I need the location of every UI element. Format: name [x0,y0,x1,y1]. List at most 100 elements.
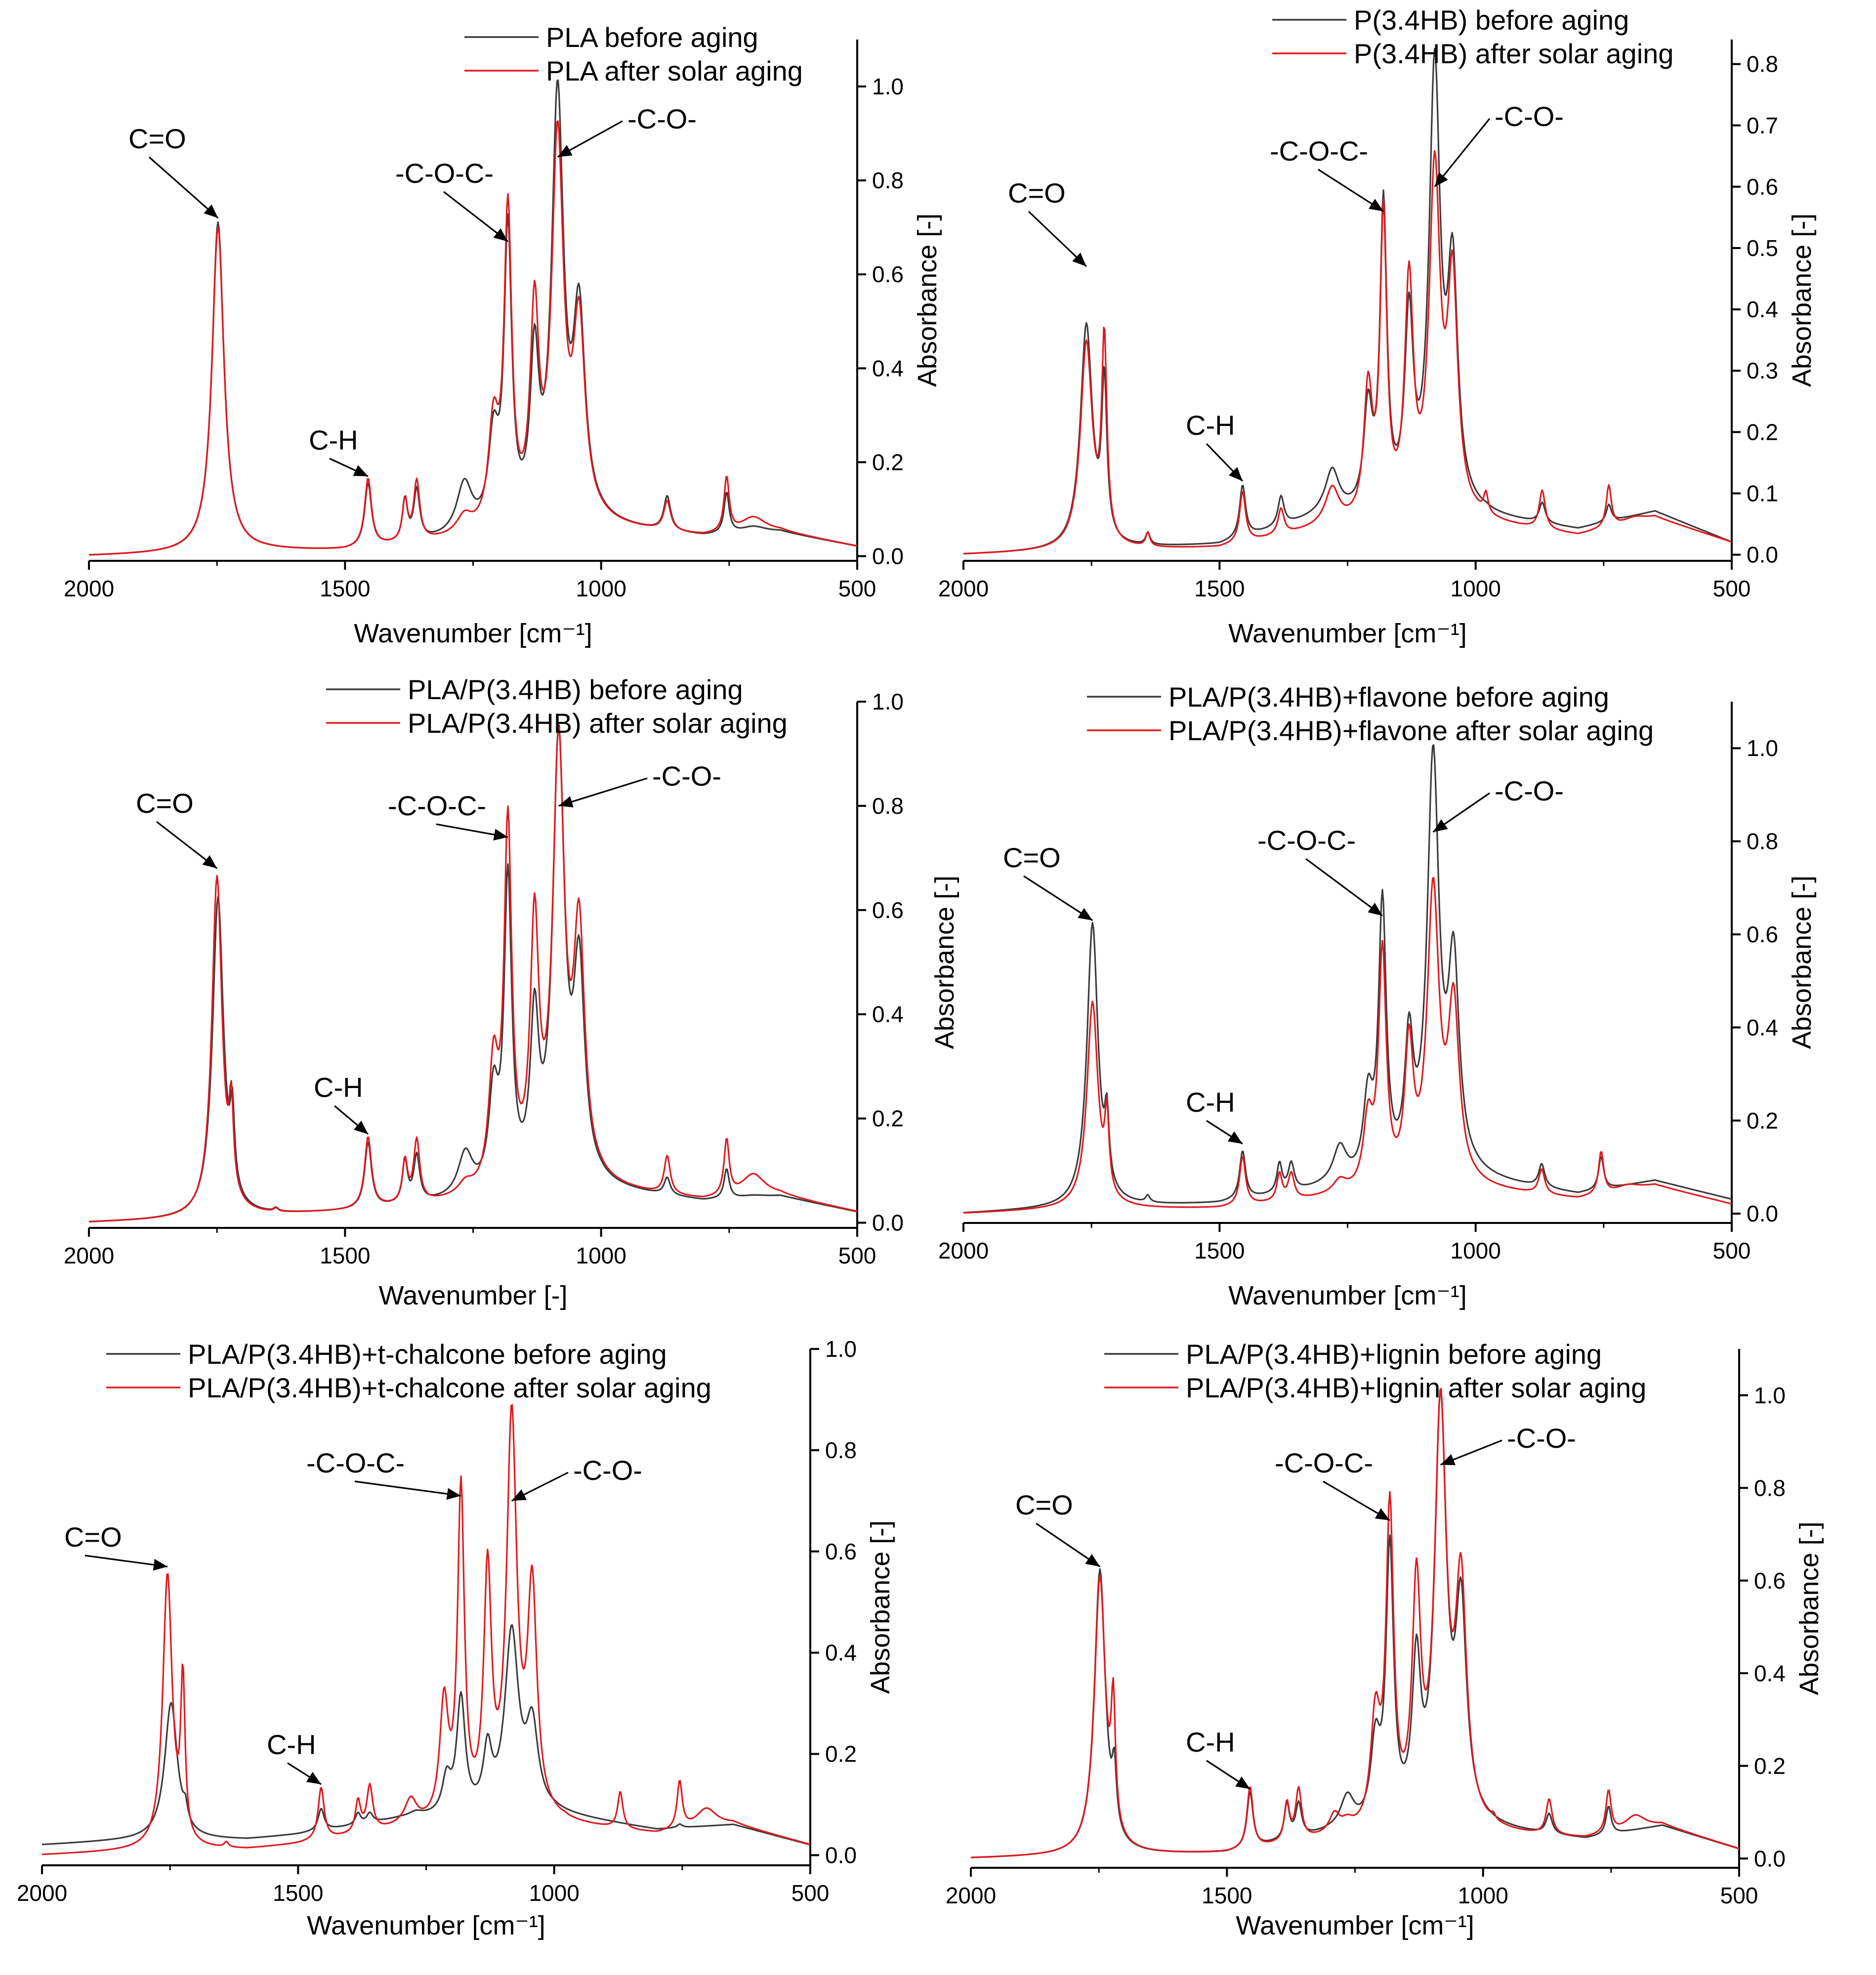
legend-label-before: PLA/P(3.4HB)+lignin before aging [1186,1339,1602,1370]
x-tick-label: 500 [1713,1238,1751,1263]
y-tick-label: 0.8 [872,168,904,193]
y-tick-label: 1.0 [1747,735,1778,761]
annotation-arrow-line [1434,118,1491,187]
y-tick-label: 0.8 [1747,51,1778,77]
series-after-aging-line [42,1404,811,1855]
x-tick-label: 1000 [529,1880,579,1906]
series-before-aging-line [963,744,1732,1214]
x-tick-label: 2000 [938,1238,989,1263]
y-axis-title: Absorbance [-] [1787,213,1817,387]
peak-label: C-H [309,424,358,456]
annotation-arrow-head [1227,1131,1243,1144]
peak-label: -C-O-C- [395,158,494,189]
annotation-arrow-head [511,1489,527,1501]
x-tick-label: 1500 [273,1880,323,1906]
y-tick-label: 0.6 [1747,922,1778,947]
annotation-arrow-head [202,855,217,869]
annotation-arrow-line [148,156,219,219]
annotation-arrow-head [1078,908,1093,921]
x-tick-label: 2000 [938,576,989,601]
y-tick-label: 0.2 [872,1106,904,1132]
peak-label: C-H [1186,410,1235,441]
legend-label-before: PLA before aging [546,22,758,53]
y-axis-title-left: Absorbance [-] [930,876,959,1049]
x-axis-title: Wavenumber [cm⁻¹] [1228,1281,1467,1310]
y-tick-label: 0.8 [1754,1475,1786,1501]
peak-label: C-H [267,1729,316,1760]
y-tick-label: 0.4 [1754,1660,1786,1686]
y-tick-label: 0.4 [1747,1014,1778,1040]
peak-label: -C-O-C- [1270,135,1368,167]
annotation-arrow-head [558,796,574,808]
peak-label: -C-O-C- [388,790,486,821]
y-tick-label: 1.0 [825,1336,857,1362]
series-after-aging-line [963,150,1732,555]
peak-label: C=O [1003,842,1061,873]
x-tick-label: 500 [838,1243,876,1268]
x-tick-label: 1000 [1450,1238,1501,1263]
y-tick-label: 0.5 [1747,235,1778,261]
annotation-arrow-head [493,228,508,242]
legend-label-before: PLA/P(3.4HB) before aging [408,674,743,705]
annotation-arrow-head [1085,1554,1100,1567]
peak-label: C=O [128,123,186,154]
x-tick-label: 2000 [64,576,114,601]
y-tick-label: 0.2 [1754,1753,1786,1779]
y-axis-title: Absorbance [-] [1787,876,1817,1049]
y-tick-label: 0.2 [1747,419,1778,445]
x-tick-label: 1000 [576,576,626,601]
y-tick-label: 1.0 [872,74,904,99]
legend-label-after: PLA/P(3.4HB)+t-chalcone after solar agin… [188,1372,711,1403]
y-tick-label: 0.6 [872,897,904,923]
peak-label: C=O [1015,1489,1073,1520]
y-axis-title: Absorbance [-] [913,213,942,387]
annotation-arrow-head [557,145,573,157]
panel-b: 2000 1500 1000 500 0.0 0.1 0.2 0.3 0.4 0.5 0.6 0.7 0… [938,4,1817,648]
x-tick-label: 2000 [64,1243,114,1268]
panel-d: 2000 1500 1000 500 0.0 0.2 0.4 0.6 0.8 1.0 Wavenum… [930,681,1817,1310]
x-tick-label: 1000 [576,1243,626,1268]
legend-label-before: PLA/P(3.4HB)+flavone before aging [1168,681,1609,713]
x-tick-label: 500 [838,576,876,601]
annotation-arrow-head [1072,252,1086,267]
y-tick-label: 1.0 [1754,1383,1786,1408]
panel-a: 2000 1500 1000 500 0.0 0.2 0.4 0.6 0.8 1.0 Wavenum… [64,22,942,648]
y-tick-label: 0.0 [1754,1846,1786,1871]
x-tick-label: 2000 [946,1883,996,1908]
peak-label: C-H [314,1072,363,1103]
peak-label: C=O [1008,177,1066,209]
y-tick-label: 0.1 [1747,480,1778,506]
series-after-aging-line [963,877,1732,1214]
legend-label-after: PLA/P(3.4HB)+lignin after solar aging [1186,1372,1646,1403]
annotation-arrow-head [153,1558,167,1571]
y-tick-label: 1.0 [872,689,904,714]
y-tick-label: 0.0 [825,1843,857,1868]
y-tick-label: 0.2 [1747,1108,1778,1134]
annotation-arrow-head [493,829,508,840]
peak-label: -C-O- [573,1455,642,1486]
peak-label: -C-O- [1495,775,1564,806]
x-tick-label: 500 [1713,576,1751,601]
y-tick-label: 0.7 [1747,113,1778,138]
y-tick-label: 0.4 [1747,296,1778,322]
annotation-arrow-head [353,1120,368,1135]
y-tick-label: 0.6 [1754,1568,1786,1594]
y-tick-label: 0.0 [1747,542,1778,568]
x-tick-label: 1500 [1202,1883,1252,1908]
annotation-arrow-line [84,1555,168,1568]
peak-label: C=O [64,1521,122,1553]
annotation-arrow-head [446,1488,461,1500]
series-before-aging-line [963,47,1732,554]
legend-label-after: PLA/P(3.4HB)+flavone after solar aging [1168,715,1654,746]
annotation-arrow-head [1368,902,1382,916]
y-tick-label: 0.8 [872,793,904,819]
y-tick-label: 0.4 [872,355,904,381]
annotation-arrow-head [306,1771,321,1785]
legend-label-after: P(3.4HB) after solar aging [1354,38,1673,69]
panel-f: 2000 1500 1000 500 0.0 0.2 0.4 0.6 0.8 1.0 Wavenum… [946,1339,1824,1940]
peak-label: -C-O-C- [1257,825,1356,856]
peak-label: -C-O- [627,103,697,134]
x-tick-label: 1500 [320,1243,370,1268]
series-after-aging-line [970,1387,1740,1858]
